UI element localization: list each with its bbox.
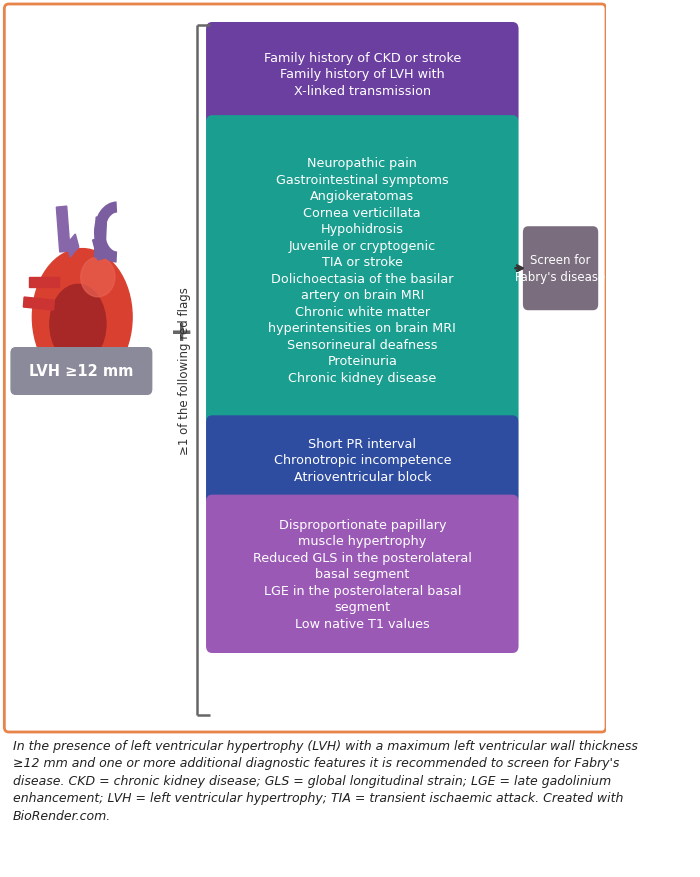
FancyBboxPatch shape [206,116,519,426]
Polygon shape [92,238,108,260]
Ellipse shape [32,249,132,386]
Text: Neuropathic pain
Gastrointestinal symptoms
Angiokeratomas
Cornea verticillata
Hy: Neuropathic pain Gastrointestinal sympto… [268,157,456,384]
Bar [94,217,106,259]
Text: Screen for
Fabry's disease: Screen for Fabry's disease [515,254,606,283]
FancyBboxPatch shape [206,496,519,653]
Ellipse shape [80,258,115,297]
FancyBboxPatch shape [206,416,519,505]
Bar [56,207,70,253]
FancyBboxPatch shape [206,23,519,126]
Text: Family history of CKD or stroke
Family history of LVH with
X-linked transmission: Family history of CKD or stroke Family h… [264,52,461,97]
Polygon shape [66,235,79,258]
FancyBboxPatch shape [10,347,153,396]
Text: In the presence of left ventricular hypertrophy (LVH) with a maximum left ventri: In the presence of left ventricular hype… [13,739,638,822]
Ellipse shape [50,285,106,364]
FancyBboxPatch shape [523,227,598,310]
Text: LVH ≥12 mm: LVH ≥12 mm [29,364,134,379]
Text: ≥1 of the following red flags: ≥1 of the following red flags [178,287,191,454]
FancyBboxPatch shape [4,5,606,732]
Bar [23,297,55,310]
Text: Disproportionate papillary
muscle hypertrophy
Reduced GLS in the posterolateral
: Disproportionate papillary muscle hypert… [253,518,472,630]
Text: Short PR interval
Chronotropic incompetence
Atrioventricular block: Short PR interval Chronotropic incompete… [274,438,451,483]
Text: +: + [170,318,193,346]
Bar [29,278,59,288]
